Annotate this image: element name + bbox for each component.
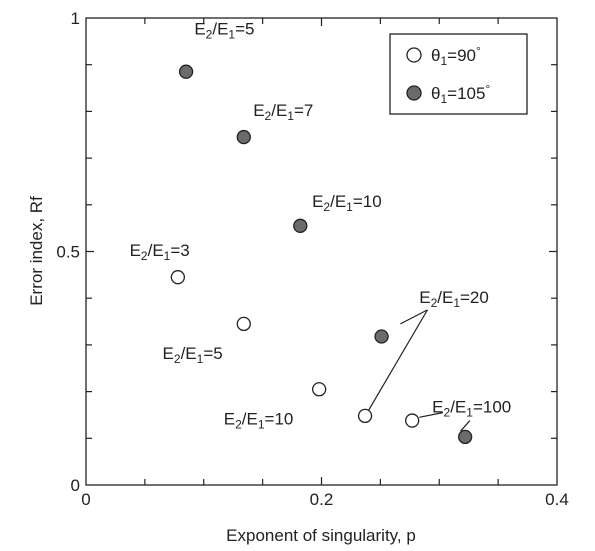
open-circle-point: [236, 316, 251, 332]
annotation-ann-100: E2/E1=100: [432, 398, 511, 420]
y-axis-title: Error index, Rf: [27, 196, 46, 306]
x-tick-label: 0.2: [310, 490, 334, 509]
tick-labels: 0 0.2 0.4 0 0.5 1: [56, 9, 568, 509]
open-circle-point: [405, 413, 420, 428]
point-annotations: E2/E1=5 E2/E1=7 E2/E1=10 E2/E1=3 E2/E1=5 E2/E…: [130, 19, 512, 431]
y-tick-label: 1: [71, 9, 80, 28]
annotation-ann-105-5: E2/E1=5: [194, 19, 254, 41]
filled-circle-point: [293, 218, 308, 233]
annotation-ann-90-5: E2/E1=5: [163, 344, 223, 366]
legend-entry-label: θ1=105°: [431, 82, 490, 106]
filled-circle-point: [236, 129, 251, 145]
x-axis-title: Exponent of singularity, p: [226, 526, 416, 545]
leader-line: [419, 412, 443, 418]
filled-circle-point: [178, 64, 194, 79]
x-tick-label: 0.4: [545, 490, 569, 509]
y-tick-label: 0: [71, 476, 80, 495]
legend-filled-circle-marker: [406, 85, 422, 101]
y-tick-label: 0.5: [56, 243, 80, 262]
annotation-ann-20: E2/E1=20: [419, 288, 489, 310]
open-circle-point: [311, 382, 327, 397]
leader-lines: [368, 309, 471, 432]
annotation-ann-105-7: E2/E1=7: [253, 101, 313, 123]
data-points: [170, 64, 473, 445]
open-circle-point: [170, 270, 185, 285]
annotation-ann-90-10: E2/E1=10: [224, 409, 294, 431]
filled-circle-point: [458, 429, 473, 445]
open-circle-point: [357, 408, 373, 424]
annotation-ann-105-10: E2/E1=10: [312, 192, 382, 214]
leader-line: [368, 309, 428, 411]
legend: θ1=90° θ1=105°: [389, 33, 528, 115]
x-tick-label: 0: [81, 490, 90, 509]
axis-ticks: [86, 18, 557, 485]
legend-entry-label: θ1=90°: [431, 44, 481, 68]
legend-open-circle-marker: [406, 47, 422, 63]
annotation-ann-90-3: E2/E1=3: [130, 241, 190, 263]
legend-box: [389, 33, 528, 115]
filled-circle-point: [374, 329, 389, 344]
leader-line: [459, 420, 471, 432]
leader-line: [400, 309, 428, 325]
